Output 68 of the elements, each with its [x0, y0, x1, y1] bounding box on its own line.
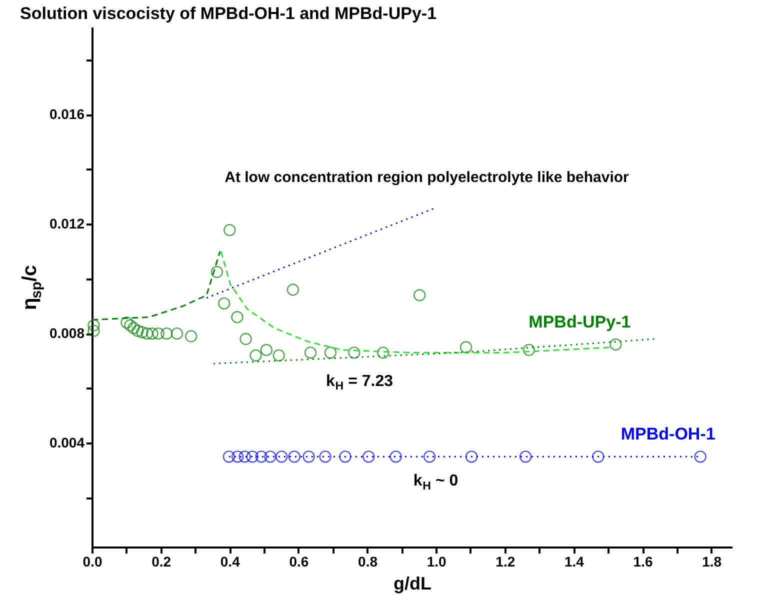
y-tick-label: 0.004	[49, 434, 85, 450]
x-tick-label: 0.8	[358, 554, 378, 570]
point	[231, 450, 244, 463]
x-axis-title: g/dL	[394, 574, 432, 594]
point	[339, 450, 352, 463]
point	[231, 311, 244, 324]
x-tick-label: 1.2	[496, 554, 516, 570]
x-tick-label: 1.0	[426, 554, 447, 570]
x-tick-label: 1.6	[633, 554, 653, 570]
point	[152, 327, 164, 340]
series-label: MPBd-UPy-1	[528, 312, 631, 332]
point	[88, 324, 100, 337]
point	[304, 346, 317, 359]
point	[694, 450, 706, 463]
point	[238, 450, 251, 463]
point	[260, 344, 273, 356]
point	[413, 289, 426, 302]
point	[128, 322, 140, 334]
annotation: At low concentration region polyelectrolyte like behavior	[224, 169, 630, 186]
x-tick-label: 0.2	[152, 554, 172, 570]
point	[460, 341, 472, 354]
x-tick-label: 1.8	[702, 554, 722, 570]
series-label: MPBd-OH-1	[620, 424, 716, 444]
point	[185, 330, 198, 342]
x-tick-label: 1.4	[564, 554, 584, 570]
y-tick-label: 0.008	[49, 325, 85, 342]
point	[362, 450, 375, 463]
point	[170, 327, 184, 340]
y-tick-label: 0.016	[49, 106, 85, 122]
point	[88, 319, 100, 332]
point	[302, 450, 315, 463]
point	[240, 332, 252, 346]
point	[132, 324, 144, 337]
x-tick-label: 0.6	[289, 554, 309, 570]
point	[120, 316, 133, 329]
point	[390, 450, 402, 463]
point	[210, 266, 223, 278]
point	[136, 326, 148, 338]
point	[519, 450, 532, 463]
point	[140, 327, 154, 340]
point	[276, 450, 288, 463]
point	[319, 450, 332, 463]
point	[465, 450, 478, 463]
point	[522, 344, 536, 356]
point	[124, 319, 136, 332]
point	[246, 450, 258, 463]
point	[255, 450, 268, 463]
point	[222, 450, 236, 463]
point	[160, 327, 173, 340]
x-tick-label: 0.4	[220, 554, 240, 570]
point	[324, 346, 337, 359]
point	[592, 450, 604, 463]
x-tick-label: 0.0	[82, 554, 102, 570]
point	[286, 284, 300, 296]
point	[272, 349, 285, 362]
point	[288, 450, 300, 463]
point	[264, 450, 276, 463]
y-axis-title: ηsp/c	[19, 264, 45, 310]
point	[610, 338, 622, 351]
point	[224, 224, 236, 236]
chart-title: Solution viscocisty of MPBd-OH-1 and MPBd-UPy-1	[20, 4, 437, 23]
point	[377, 346, 390, 359]
point	[250, 349, 262, 362]
point	[146, 327, 158, 340]
point	[423, 450, 436, 463]
point	[348, 346, 360, 359]
point	[218, 297, 230, 310]
y-tick-label: 0.012	[49, 216, 85, 232]
